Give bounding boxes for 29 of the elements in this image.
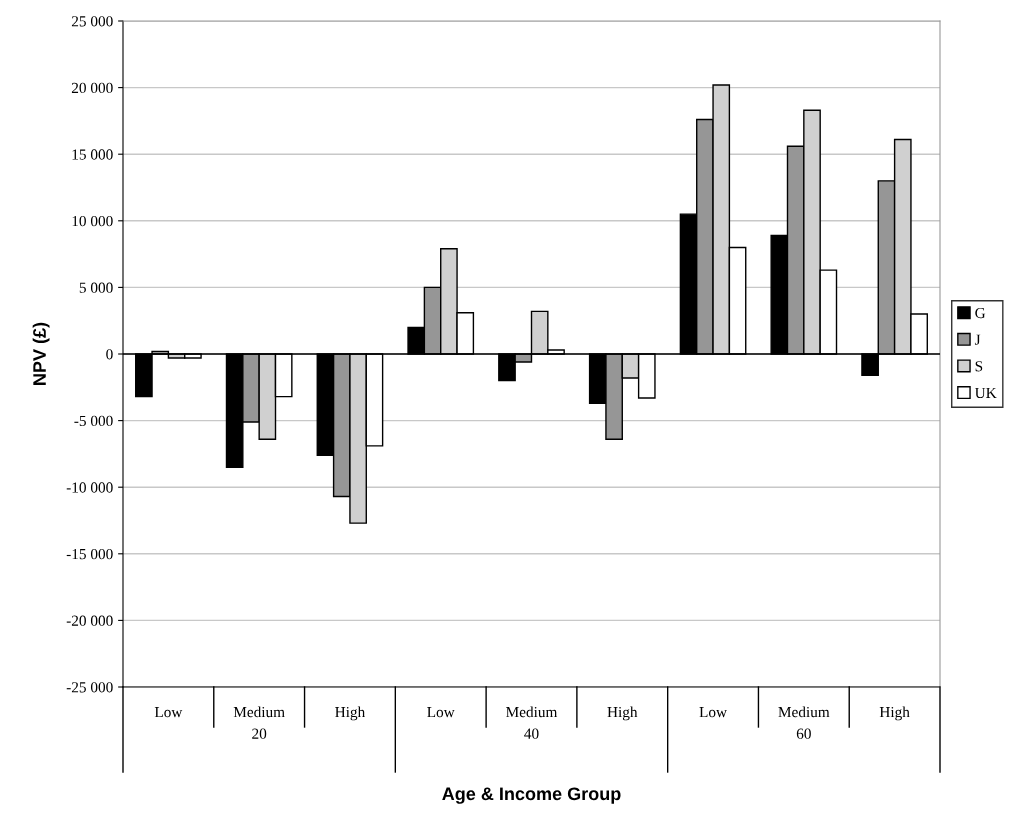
legend-label: S	[975, 361, 983, 372]
text: 20	[252, 728, 267, 739]
y-tick-label: 25 000	[71, 16, 113, 27]
x-axis-title: Age & Income Group	[442, 787, 621, 804]
y-tick-label: 10 000	[72, 215, 113, 227]
x-tick-label: High	[607, 706, 638, 721]
x-tick-label: High	[335, 706, 366, 721]
x-tick-label: Medium	[778, 706, 830, 718]
y-tick-label: -15 000	[66, 548, 113, 560]
x-tick-label: High	[879, 706, 910, 721]
legend-label: J	[974, 334, 981, 345]
y-tick-label: -25 000	[66, 682, 113, 693]
y-tick-label: 5 000	[79, 282, 113, 293]
x-tick-label: Low	[154, 707, 183, 718]
y-tick-label: -5 000	[74, 415, 113, 427]
legend-label: UK	[974, 387, 997, 399]
text: 40	[524, 728, 539, 739]
x-tick-label: Medium	[233, 706, 285, 718]
x-tick-label: Medium	[506, 706, 558, 718]
y-axis-title: NPV (£)	[32, 322, 50, 385]
y-tick-label: 0	[106, 349, 113, 360]
text: 60	[796, 728, 811, 739]
y-tick-label: -10 000	[66, 482, 113, 493]
x-tick-label: Low	[427, 707, 455, 718]
x-tick-label: Low	[699, 707, 727, 718]
y-tick-label: 15 000	[72, 149, 113, 160]
y-tick-label: 20 000	[71, 82, 113, 94]
legend-label: G	[975, 307, 986, 319]
y-tick-label: -20 000	[66, 615, 113, 626]
